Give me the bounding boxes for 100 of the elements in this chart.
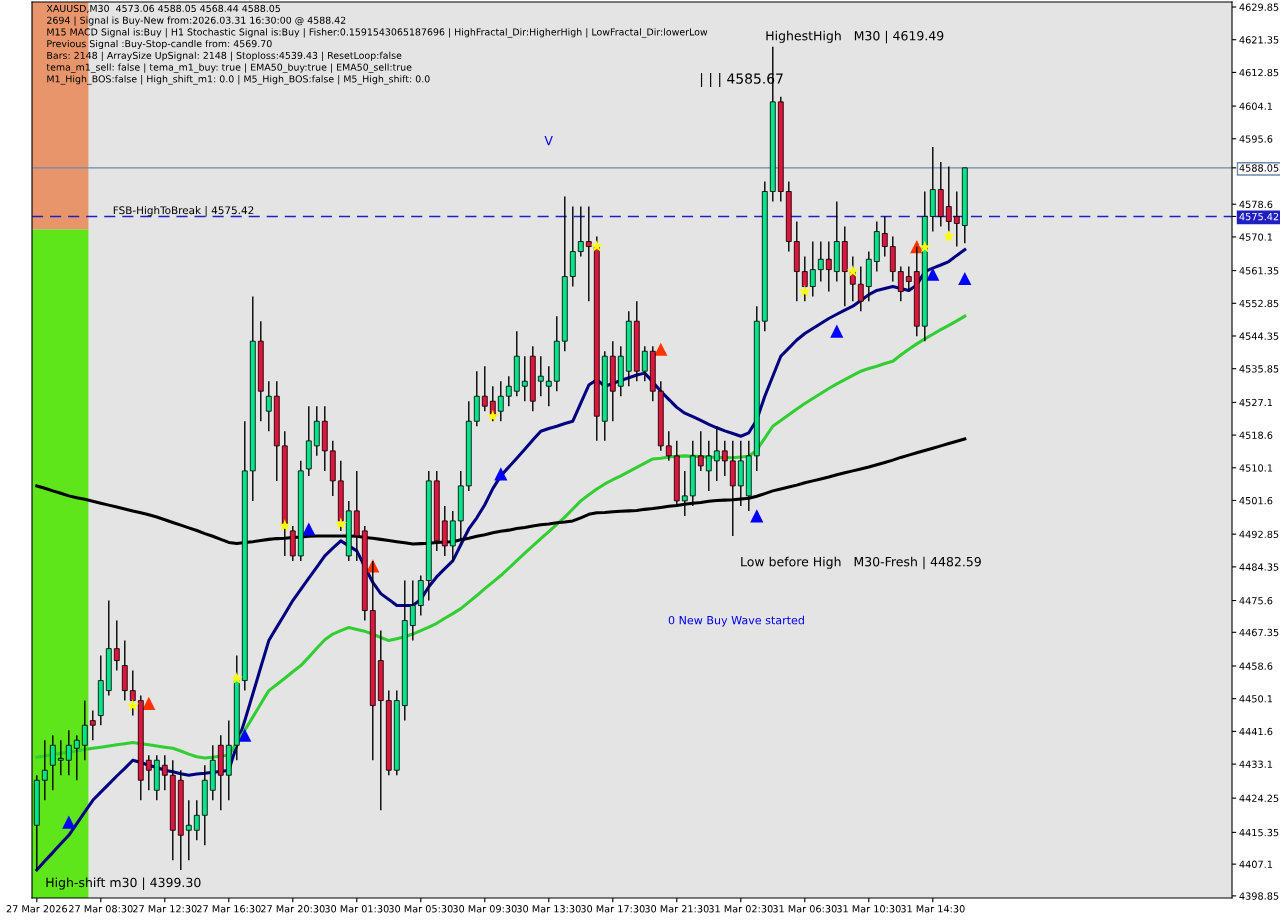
y-tick-label: 4604.1	[1239, 102, 1273, 110]
x-tick-label: 30 Mar 01:30	[325, 905, 389, 913]
candlestick	[809, 240, 816, 298]
x-tick-label: 31 Mar 14:30	[901, 905, 965, 913]
x-tick-label: 31 Mar 06:30	[773, 905, 837, 913]
y-tick-label: 4510.1	[1239, 464, 1273, 472]
y-tick-label: 4527.1	[1239, 398, 1273, 407]
candlestick	[89, 709, 96, 741]
point	[302, 522, 316, 536]
candlestick	[57, 739, 64, 776]
ref-line-label: FSB-HighToBreak | 4575.42	[113, 206, 254, 217]
point	[278, 519, 292, 532]
point	[942, 229, 956, 242]
y-tick-label: 4561.35	[1239, 267, 1279, 275]
point	[230, 672, 244, 684]
y-tick-label: 4552.85	[1239, 299, 1279, 308]
candlestick	[721, 440, 728, 477]
y-tick-label: 4501.6	[1239, 496, 1273, 505]
x-tick-label: 27 Mar 2026	[6, 905, 68, 913]
x-tick-label: 30 Mar 09:30	[453, 905, 517, 913]
point	[750, 509, 764, 523]
candlestick	[681, 470, 688, 517]
y-tick-label: 4578.6	[1239, 200, 1273, 209]
y-tick-label: 4450.1	[1239, 695, 1273, 703]
x-tick-label: 30 Mar 17:30	[581, 905, 645, 913]
point	[494, 467, 508, 481]
annotation: V	[544, 136, 553, 146]
point	[142, 696, 156, 710]
candlestick	[585, 205, 592, 302]
candlestick	[505, 375, 512, 407]
y-tick-label: 4424.25	[1239, 794, 1279, 802]
annotation: Bars: 2148 | ArraySize UpSignal: 2148 | Stoploss:4539.43 | ResetLoop:false	[47, 51, 402, 62]
candlestick	[73, 734, 80, 781]
annotation: Low before High M30-Fresh | 4482.59	[741, 556, 981, 570]
candlestick	[161, 754, 168, 791]
y-tick-label: 4458.6	[1239, 662, 1273, 670]
candlestick	[905, 265, 912, 293]
candlestick	[81, 699, 88, 761]
y-tick-label: 4629.85	[1239, 3, 1279, 11]
candlestick	[641, 345, 648, 382]
x-tick-label: 31 Mar 10:30	[837, 905, 901, 913]
y-tick-label: 4415.35	[1239, 828, 1279, 837]
y-tick-label: 4570.1	[1239, 233, 1273, 241]
x-tick-label: 27 Mar 20:30	[261, 905, 325, 913]
x-tick-label: 27 Mar 12:30	[133, 905, 197, 913]
x-tick-label: 30 Mar 21:30	[645, 905, 709, 913]
y-tick-label: 4588.05	[1239, 164, 1279, 172]
annotation: XAUUSD,M30 4573.06 4588.05 4568.44 4588.05	[46, 4, 280, 13]
x-tick-label: 30 Mar 05:30	[389, 905, 453, 913]
point	[846, 264, 860, 277]
candlestick	[497, 380, 504, 422]
y-tick-label: 4441.6	[1239, 727, 1273, 736]
candlestick	[113, 619, 120, 672]
point	[334, 517, 348, 530]
annotation: 2694 | Signal is Buy-New from:2026.03.31 16:30:00 @ 4588.42	[47, 16, 346, 26]
candlestick	[857, 265, 864, 312]
point	[654, 342, 668, 356]
candlestick	[881, 215, 888, 258]
candlestick	[801, 255, 808, 302]
point	[486, 409, 500, 422]
y-tick-label: 4398.85	[1239, 892, 1279, 900]
point	[126, 699, 140, 711]
candlestick	[537, 355, 544, 397]
annotation: 0 New Buy Wave started	[668, 615, 804, 627]
candlestick	[49, 734, 56, 791]
y-tick-label: 4621.35	[1239, 36, 1279, 44]
annotation: Previous Signal :Buy-Stop-candle from: 4569.70	[47, 39, 272, 50]
point	[62, 815, 76, 829]
point	[830, 324, 844, 338]
candlestick	[193, 799, 200, 841]
candlestick	[697, 430, 704, 472]
candlestick	[897, 265, 904, 302]
point	[918, 240, 932, 253]
candlestick	[145, 754, 152, 791]
y-tick-label: 4518.6	[1239, 431, 1273, 439]
point	[590, 239, 604, 252]
candlestick	[665, 430, 672, 462]
candlestick	[129, 669, 136, 717]
candlestick	[817, 240, 824, 283]
x-tick-label: 31 Mar 02:30	[709, 905, 773, 913]
y-tick-label: 4595.6	[1239, 135, 1273, 143]
candlestick	[545, 365, 552, 407]
annotation: HighestHigh M30 | 4619.49	[766, 30, 944, 44]
x-tick-label: 30 Mar 13:30	[517, 905, 581, 913]
y-tick-label: 4467.35	[1239, 628, 1279, 637]
candlestick	[521, 355, 528, 402]
y-tick-label: 4484.35	[1239, 563, 1279, 571]
candlestick	[577, 205, 584, 258]
annotation: tema_m1_sell: false | tema_m1_buy: true | EMA50_buy:true | EMA50_sell:true	[46, 63, 412, 73]
candlestick	[705, 440, 712, 492]
candlestick	[953, 190, 960, 248]
candlestick	[825, 240, 832, 293]
candlestick	[409, 579, 416, 642]
y-tick-label: 4475.6	[1239, 597, 1273, 605]
candlestick	[481, 365, 488, 412]
y-tick-label: 4544.35	[1239, 332, 1279, 340]
annotation: M15 MACD Signal is:Buy | H1 Stochastic Signal is:Buy | Fisher:0.1591543065187696 | HighFractal_Dir:HigherHigh | LowFractal_Dir:lowerLow	[47, 28, 708, 38]
point	[798, 284, 812, 297]
point	[926, 267, 940, 281]
candlestick	[65, 729, 72, 776]
